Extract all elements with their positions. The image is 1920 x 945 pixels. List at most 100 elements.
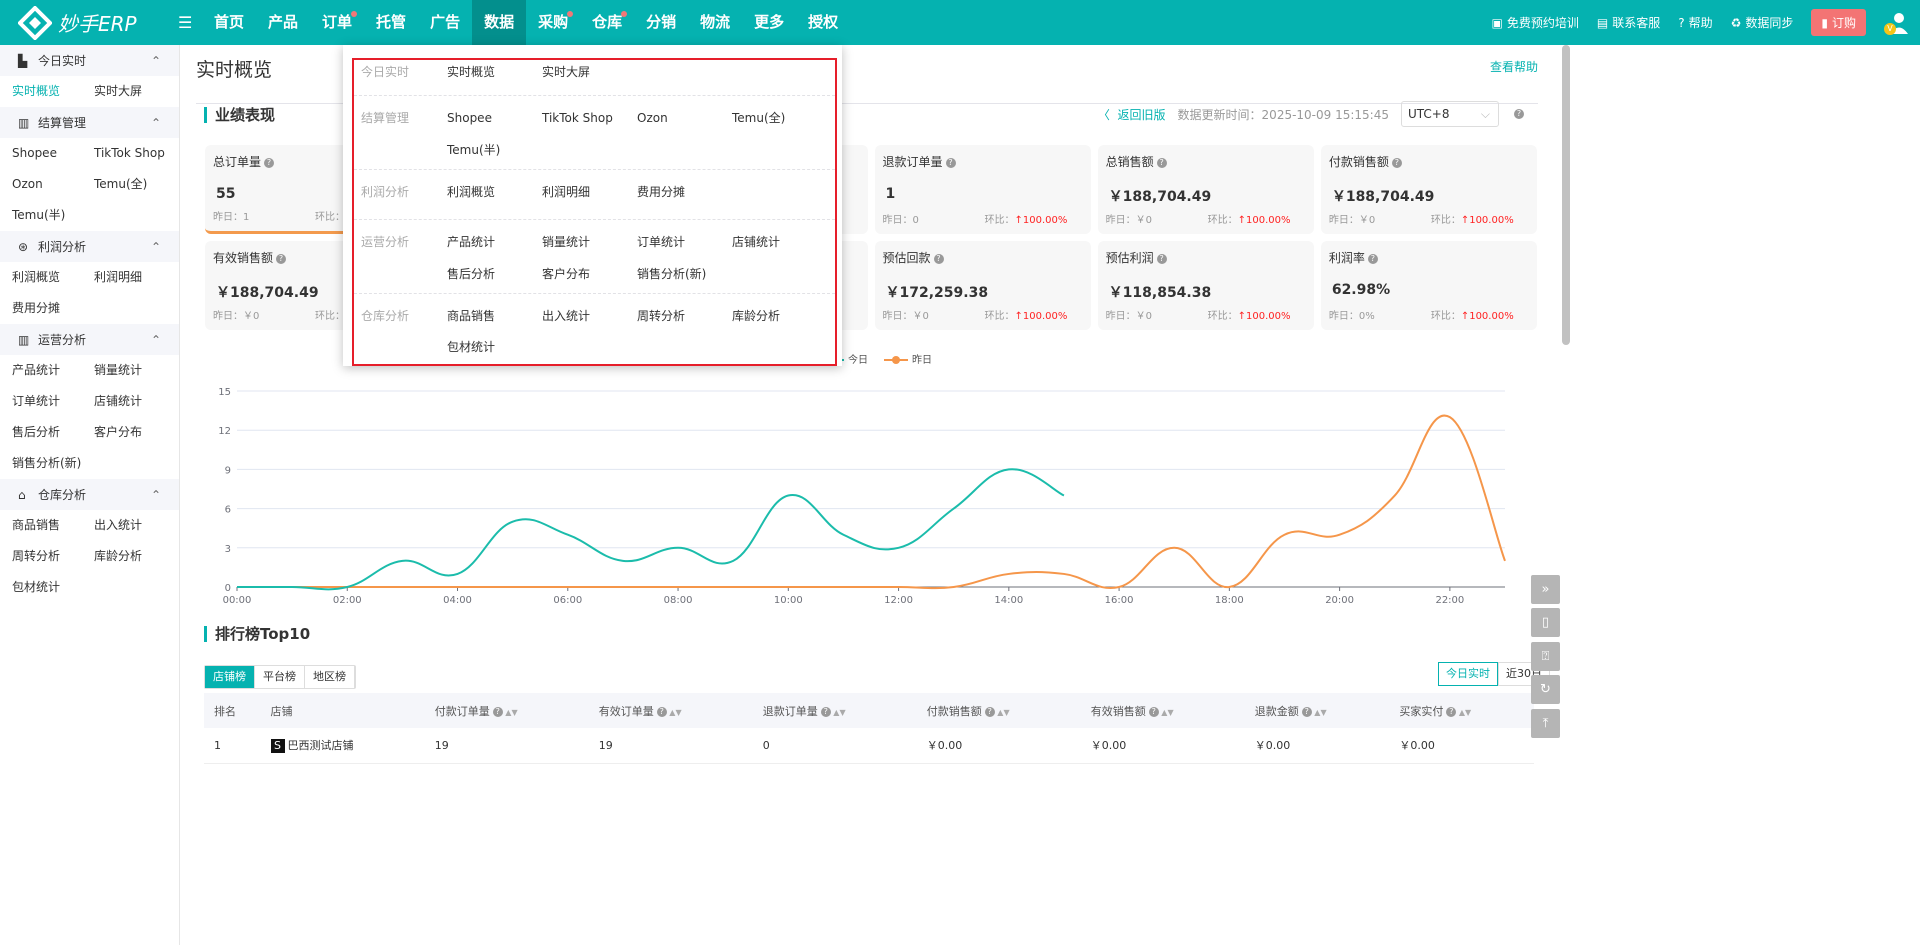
- sidebar-item[interactable]: Shopee: [12, 146, 57, 160]
- help-icon[interactable]: ?: [1156, 253, 1167, 264]
- dropdown-item[interactable]: 实时概览: [447, 65, 496, 79]
- help-icon[interactable]: ?: [492, 706, 503, 717]
- dropdown-item[interactable]: 实时大屏: [542, 65, 591, 79]
- help-icon[interactable]: ?: [945, 157, 956, 168]
- help-icon[interactable]: ?: [276, 253, 287, 264]
- sidebar-group-header[interactable]: ⊛ 利润分析 ⌃: [0, 231, 179, 262]
- nav-item[interactable]: 仓库: [580, 0, 634, 45]
- sort-icon[interactable]: ▲▼: [1456, 707, 1472, 717]
- dropdown-item[interactable]: 销量统计: [542, 235, 591, 249]
- nav-item[interactable]: 物流: [688, 0, 742, 45]
- metric-card[interactable]: 预估回款? ￥172,259.38 昨日：￥0 环比：↑100.00%: [874, 241, 1091, 330]
- column-header[interactable]: 付款订单量? ▲▼: [424, 693, 589, 728]
- view-help-link[interactable]: 查看帮助: [1489, 60, 1538, 74]
- help-icon[interactable]: ?: [820, 706, 831, 717]
- chevron-up-icon[interactable]: ⌃: [150, 332, 161, 347]
- sidebar-group-header[interactable]: ▙ 今日实时 ⌃: [0, 45, 179, 76]
- column-header[interactable]: 买家实付? ▲▼: [1389, 693, 1534, 728]
- dropdown-item[interactable]: Ozon: [637, 111, 668, 125]
- sidebar-item[interactable]: 费用分摊: [12, 301, 61, 315]
- help-icon[interactable]: ?: [656, 706, 667, 717]
- nav-item[interactable]: 首页: [202, 0, 256, 45]
- ranking-tab[interactable]: 店铺榜: [205, 666, 255, 688]
- sort-icon[interactable]: ▲▼: [502, 707, 518, 717]
- help-icon[interactable]: ?: [1367, 253, 1378, 264]
- sidebar-item[interactable]: 利润明细: [94, 270, 143, 284]
- sidebar-group-header[interactable]: ⌂ 仓库分析 ⌃: [0, 479, 179, 510]
- sidebar-item[interactable]: Temu(全): [94, 177, 148, 191]
- refresh-icon[interactable]: ↻: [1531, 675, 1560, 704]
- dropdown-item[interactable]: 利润概览: [447, 185, 496, 199]
- dropdown-item[interactable]: 库龄分析: [732, 309, 781, 323]
- help-icon[interactable]: ?: [984, 706, 995, 717]
- help-icon[interactable]: ?: [1148, 706, 1159, 717]
- dropdown-item[interactable]: TikTok Shop: [542, 111, 613, 125]
- logo[interactable]: 妙手ERP: [18, 5, 158, 40]
- sidebar-item[interactable]: 实时概览: [12, 84, 61, 98]
- training-link[interactable]: ▣ 免费预约培训: [1491, 14, 1578, 31]
- sidebar-item[interactable]: 包材统计: [12, 580, 61, 594]
- sidebar-item[interactable]: 利润概览: [12, 270, 61, 284]
- ranking-tab[interactable]: 平台榜: [255, 666, 305, 688]
- nav-item[interactable]: 产品: [256, 0, 310, 45]
- ranking-tab[interactable]: 地区榜: [305, 666, 355, 688]
- sort-icon[interactable]: ▲▼: [1311, 707, 1327, 717]
- back-to-top-icon[interactable]: ⤒: [1531, 709, 1560, 738]
- sidebar-item[interactable]: Temu(半): [12, 208, 66, 222]
- help-icon[interactable]: ?: [264, 157, 275, 168]
- back-old-version-link[interactable]: 〈 返回旧版: [1097, 107, 1166, 122]
- sidebar-item[interactable]: 售后分析: [12, 425, 61, 439]
- mobile-icon[interactable]: ▯: [1531, 608, 1560, 637]
- column-header[interactable]: 有效订单量? ▲▼: [588, 693, 753, 728]
- metric-card[interactable]: 利润率? 62.98% 昨日：0% 环比：↑100.00%: [1320, 241, 1537, 330]
- column-header[interactable]: 付款销售额? ▲▼: [916, 693, 1081, 728]
- sidebar-item[interactable]: 销量统计: [94, 363, 143, 377]
- column-header[interactable]: 退款金额? ▲▼: [1244, 693, 1390, 728]
- nav-item[interactable]: 采购: [526, 0, 580, 45]
- buy-button[interactable]: ▮ 订购: [1811, 9, 1866, 36]
- sidebar-item[interactable]: 商品销售: [12, 518, 61, 532]
- sidebar-item[interactable]: 店铺统计: [94, 394, 143, 408]
- sidebar-item[interactable]: 周转分析: [12, 549, 61, 563]
- metric-card[interactable]: 退款订单量? 1 昨日：0 环比：↑100.00%: [874, 145, 1091, 234]
- sidebar-item[interactable]: 实时大屏: [94, 84, 143, 98]
- metric-card[interactable]: 预估利润? ￥118,854.38 昨日：￥0 环比：↑100.00%: [1097, 241, 1314, 330]
- table-row[interactable]: 1 S 巴西测试店铺 19 19 0 ￥0.00 ￥0.00 ￥0.00 ￥0.00: [204, 728, 1534, 764]
- dropdown-item[interactable]: 销售分析(新): [637, 266, 707, 281]
- sidebar-item[interactable]: 库龄分析: [94, 549, 143, 563]
- sidebar-item[interactable]: 产品统计: [12, 363, 61, 377]
- scrollbar[interactable]: [1562, 45, 1570, 345]
- help-icon[interactable]: ?: [1391, 157, 1402, 168]
- timezone-select[interactable]: UTC+8 ⌵: [1401, 101, 1499, 127]
- help-icon[interactable]: ?: [1301, 706, 1312, 717]
- sort-icon[interactable]: ▲▼: [830, 707, 846, 717]
- range-tab[interactable]: 今日实时: [1438, 662, 1498, 686]
- sidebar-item[interactable]: 出入统计: [94, 518, 143, 532]
- nav-item[interactable]: 数据: [472, 0, 527, 45]
- sort-icon[interactable]: ▲▼: [1158, 707, 1174, 717]
- service-link[interactable]: ▤ 联系客服: [1597, 14, 1660, 31]
- dropdown-item[interactable]: 出入统计: [542, 309, 591, 323]
- column-header[interactable]: 退款订单量? ▲▼: [752, 693, 917, 728]
- dropdown-item[interactable]: 周转分析: [637, 309, 686, 323]
- sidebar-item[interactable]: 客户分布: [94, 425, 143, 439]
- sort-icon[interactable]: ▲▼: [666, 707, 682, 717]
- nav-item[interactable]: 订单: [310, 0, 364, 45]
- avatar[interactable]: V: [1884, 11, 1908, 35]
- feedback-icon[interactable]: ⍰: [1531, 642, 1560, 671]
- dropdown-item[interactable]: 客户分布: [542, 266, 591, 281]
- metric-card[interactable]: 总销售额? ￥188,704.49 昨日：￥0 环比：↑100.00%: [1097, 145, 1314, 234]
- nav-item[interactable]: 更多: [742, 0, 796, 45]
- nav-item[interactable]: 分销: [634, 0, 688, 45]
- sidebar-item[interactable]: 订单统计: [12, 394, 61, 408]
- chevron-up-icon[interactable]: ⌃: [150, 53, 161, 68]
- nav-item[interactable]: 授权: [796, 0, 850, 45]
- dropdown-item[interactable]: 包材统计: [447, 340, 496, 354]
- metric-card[interactable]: 付款销售额? ￥188,704.49 昨日：￥0 环比：↑100.00%: [1320, 145, 1537, 234]
- dropdown-item[interactable]: 产品统计: [447, 235, 496, 249]
- dropdown-item[interactable]: 费用分摊: [637, 185, 686, 199]
- sort-icon[interactable]: ▲▼: [994, 707, 1010, 717]
- dropdown-item[interactable]: Temu(半): [447, 142, 501, 157]
- chevron-up-icon[interactable]: ⌃: [150, 115, 161, 130]
- sidebar-item[interactable]: Ozon: [12, 177, 43, 191]
